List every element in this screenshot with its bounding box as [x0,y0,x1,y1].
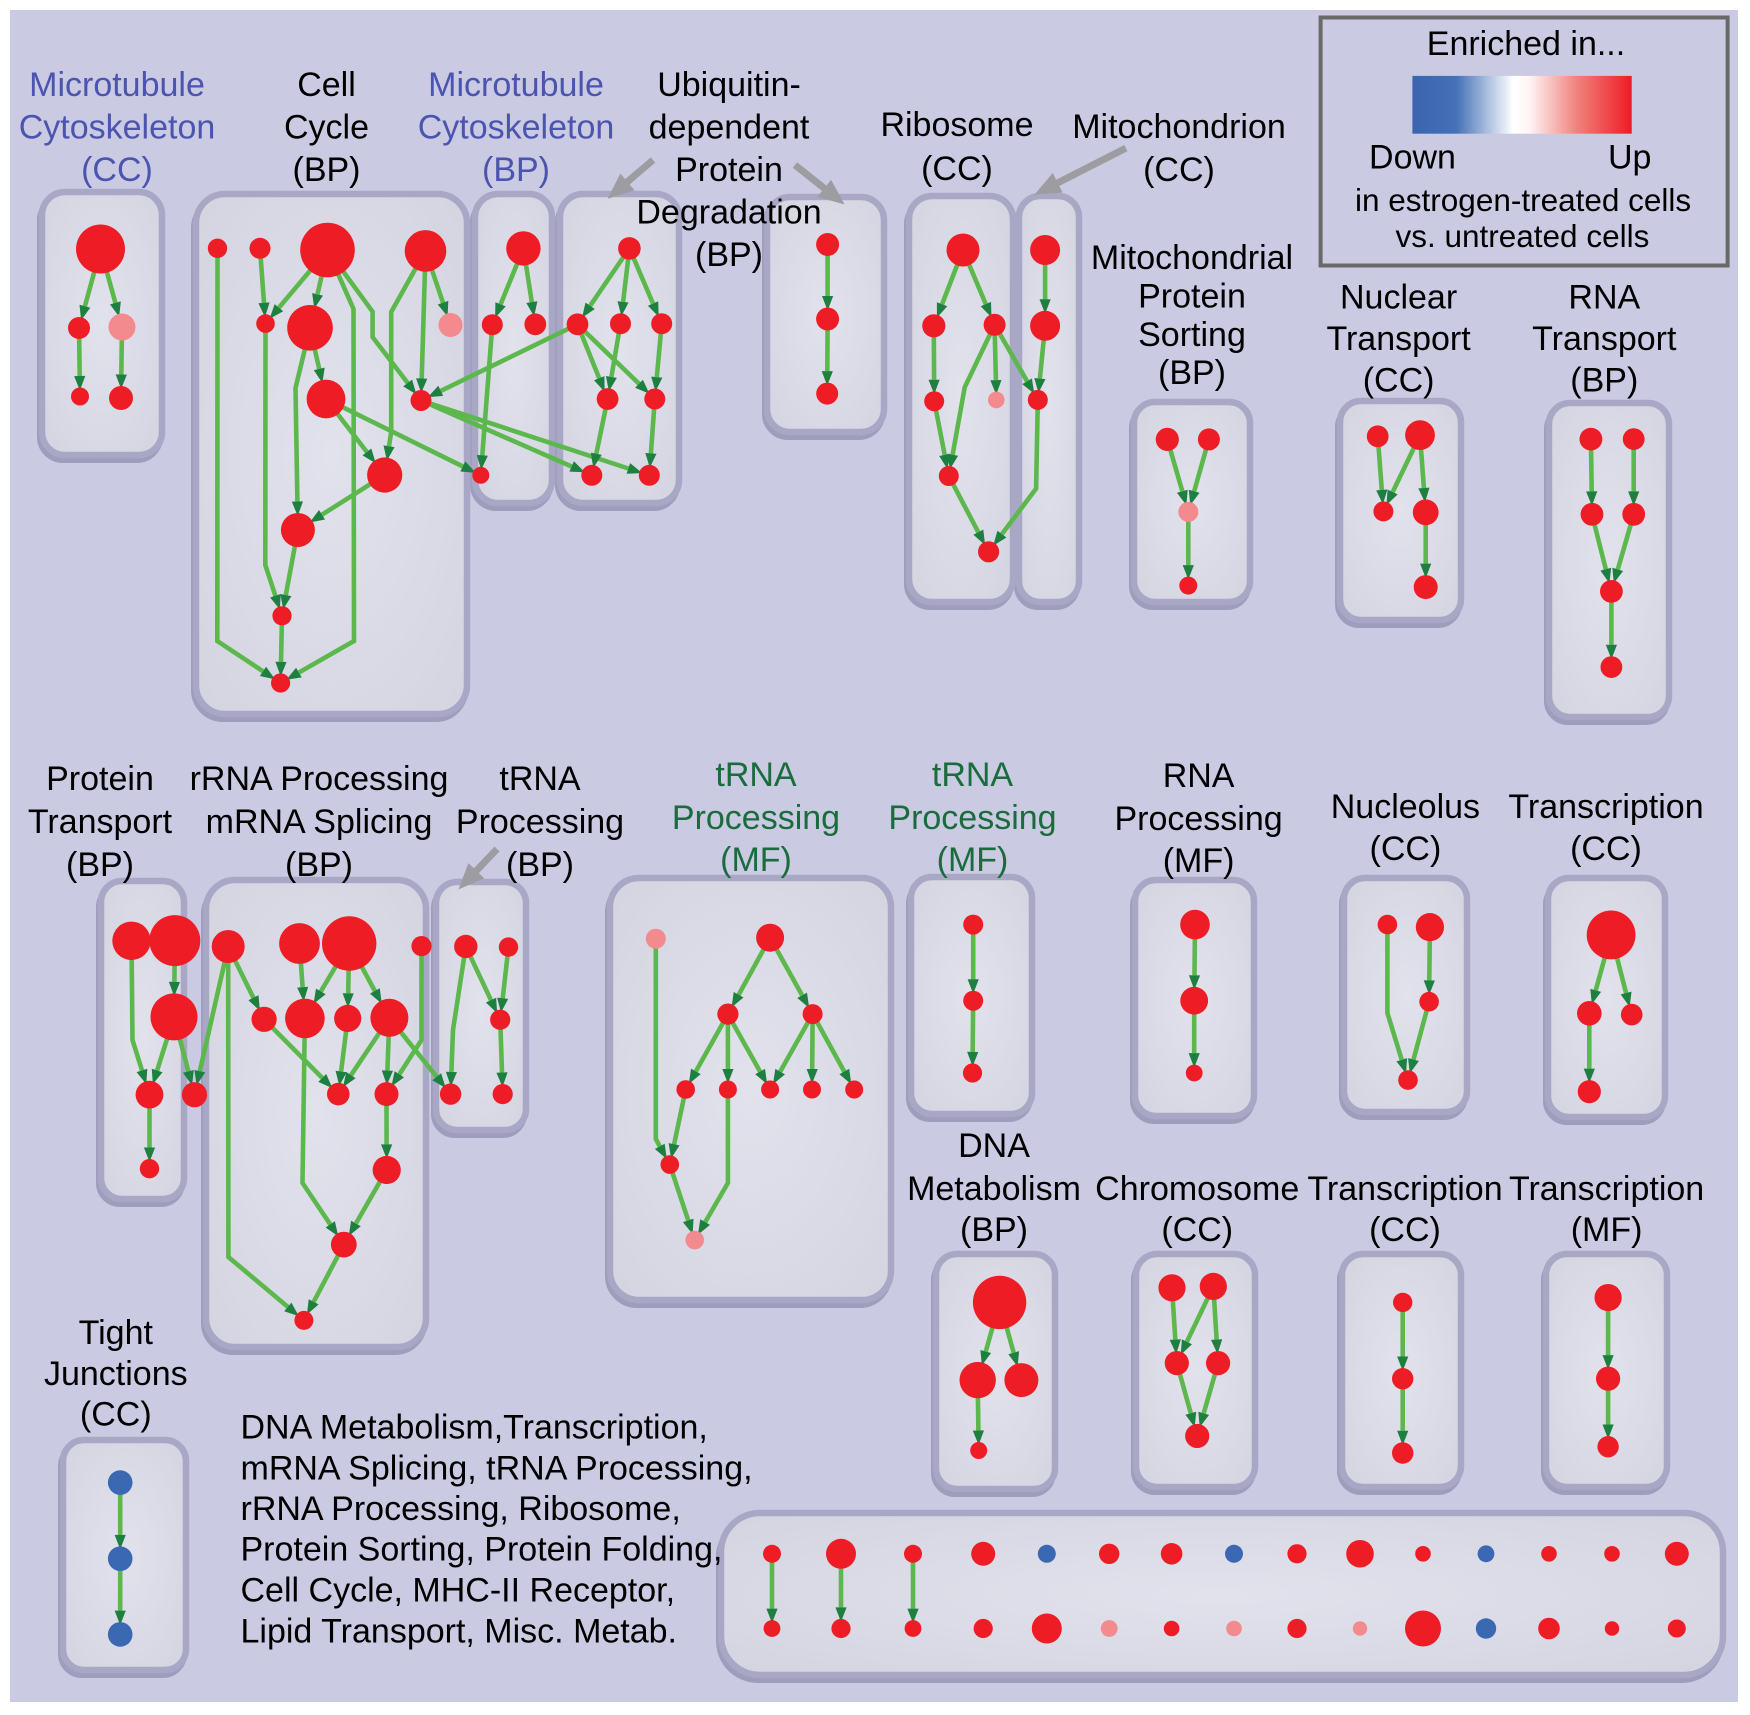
svg-text:Cycle: Cycle [284,109,369,147]
svg-text:Nucleolus: Nucleolus [1331,788,1480,826]
svg-text:Nuclear: Nuclear [1340,279,1457,317]
svg-text:(CC): (CC) [81,151,153,189]
svg-text:(BP): (BP) [482,151,550,189]
svg-text:Protein: Protein [46,760,154,798]
svg-text:Ubiquitin-: Ubiquitin- [657,66,801,104]
svg-text:(BP): (BP) [66,846,134,884]
svg-text:(CC): (CC) [921,150,993,188]
svg-text:Degradation: Degradation [636,194,821,232]
svg-text:RNA: RNA [1568,279,1640,317]
svg-text:Transcription: Transcription [1509,1170,1704,1208]
svg-text:Junctions: Junctions [44,1355,188,1393]
svg-text:(BP): (BP) [1570,361,1638,399]
svg-text:Microtubule: Microtubule [428,66,604,104]
svg-text:Mitochondrial: Mitochondrial [1091,239,1293,277]
svg-text:tRNA: tRNA [715,756,797,794]
svg-text:(CC): (CC) [1143,151,1215,189]
svg-text:RNA: RNA [1163,757,1235,795]
svg-text:Ribosome: Ribosome [880,106,1033,144]
svg-text:Protein Sorting, Protein Foldi: Protein Sorting, Protein Folding, [241,1531,723,1569]
svg-text:(MF): (MF) [1571,1211,1643,1249]
svg-text:(CC): (CC) [80,1395,152,1433]
svg-text:Cell Cycle, MHC-II Receptor,: Cell Cycle, MHC-II Receptor, [241,1571,676,1609]
svg-text:Tight: Tight [79,1314,154,1352]
svg-text:Transcription: Transcription [1307,1170,1502,1208]
svg-text:Transcription: Transcription [1508,788,1703,826]
svg-text:(CC): (CC) [1161,1211,1233,1249]
svg-text:Chromosome: Chromosome [1095,1170,1299,1208]
svg-text:Transport: Transport [1532,320,1677,358]
svg-text:(BP): (BP) [960,1211,1028,1249]
svg-text:Metabolism: Metabolism [907,1170,1081,1208]
svg-text:Processing: Processing [1114,800,1282,838]
svg-text:Cell: Cell [297,66,356,104]
svg-text:(MF): (MF) [1163,842,1235,880]
svg-text:rRNA Processing: rRNA Processing [190,760,449,798]
svg-text:in estrogen-treated cells: in estrogen-treated cells [1355,182,1691,218]
svg-text:DNA: DNA [958,1127,1030,1165]
svg-text:(MF): (MF) [720,841,792,879]
svg-text:Transport: Transport [28,803,173,841]
svg-text:(BP): (BP) [695,236,763,274]
svg-text:(CC): (CC) [1363,361,1435,399]
svg-text:dependent: dependent [649,109,810,147]
svg-text:Down: Down [1369,138,1456,176]
svg-text:tRNA: tRNA [499,760,581,798]
svg-text:(BP): (BP) [285,846,353,884]
svg-text:mRNA Splicing: mRNA Splicing [206,803,433,841]
svg-text:rRNA Processing, Ribosome,: rRNA Processing, Ribosome, [241,1490,681,1528]
svg-text:Lipid Transport, Misc. Metab.: Lipid Transport, Misc. Metab. [241,1612,678,1650]
svg-text:DNA Metabolism,Transcription,: DNA Metabolism,Transcription, [241,1409,708,1447]
svg-text:Protein: Protein [675,151,783,189]
svg-text:(BP): (BP) [1158,354,1226,392]
svg-text:(CC): (CC) [1570,830,1642,868]
svg-text:Cytoskeleton: Cytoskeleton [19,109,216,147]
svg-text:Up: Up [1608,138,1651,176]
svg-text:(MF): (MF) [937,841,1009,879]
svg-text:(BP): (BP) [293,151,361,189]
svg-text:Processing: Processing [888,799,1056,837]
svg-text:Enriched in...: Enriched in... [1427,25,1625,63]
svg-text:(CC): (CC) [1370,830,1442,868]
svg-text:Microtubule: Microtubule [29,66,205,104]
svg-text:Transport: Transport [1326,320,1471,358]
svg-text:tRNA: tRNA [932,756,1014,794]
svg-text:Cytoskeleton: Cytoskeleton [418,109,615,147]
svg-text:Protein: Protein [1138,278,1246,316]
svg-text:Sorting: Sorting [1138,316,1246,354]
svg-text:(BP): (BP) [506,846,574,884]
svg-text:mRNA Splicing, tRNA Processing: mRNA Splicing, tRNA Processing, [241,1450,753,1488]
svg-text:(CC): (CC) [1369,1211,1441,1249]
svg-text:vs. untreated cells: vs. untreated cells [1395,218,1649,254]
svg-text:Processing: Processing [672,799,840,837]
svg-text:Mitochondrion: Mitochondrion [1072,108,1286,146]
svg-text:Processing: Processing [456,803,624,841]
